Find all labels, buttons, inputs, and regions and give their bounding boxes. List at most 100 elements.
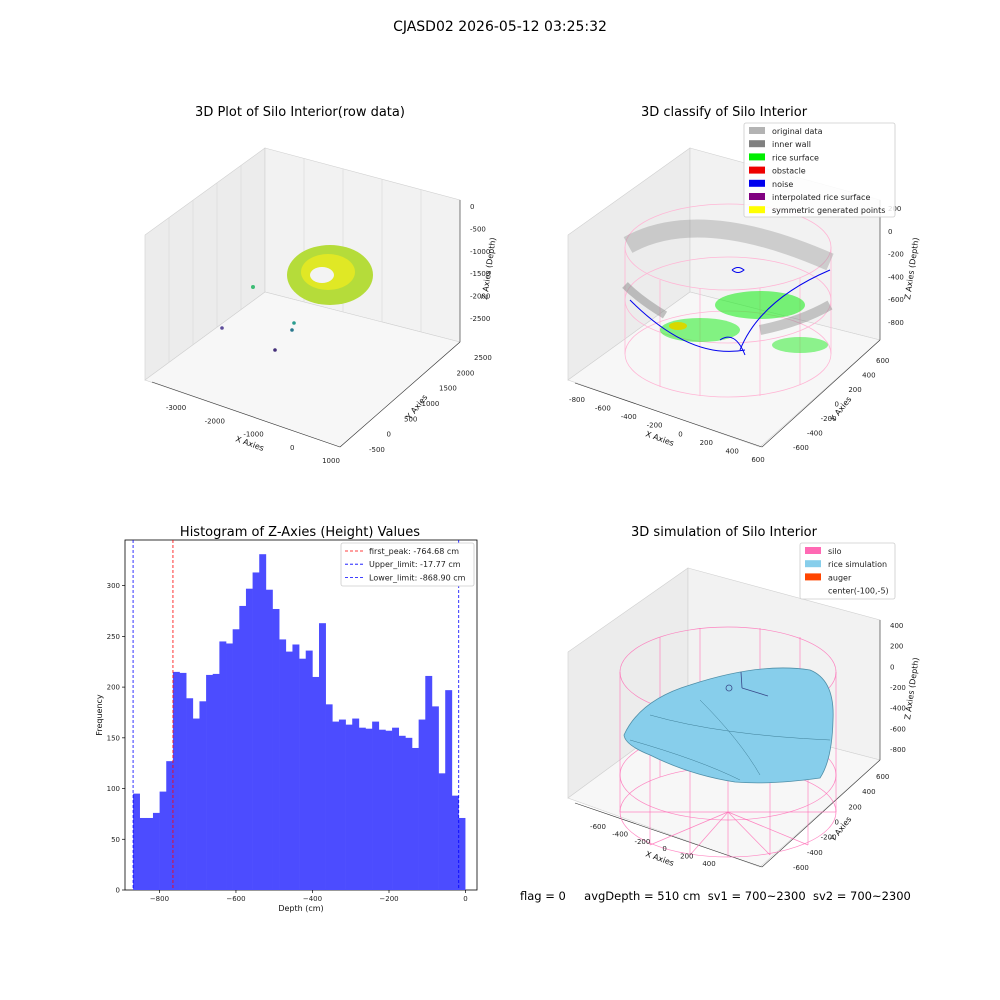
sv2-text: sv2 = 700~2300 — [812, 889, 911, 903]
simulation-y-tick-label: 0 — [835, 819, 839, 827]
histogram-y-tick-label: 100 — [107, 785, 120, 793]
histogram-bar — [378, 729, 386, 890]
simulation-z-tick-label: 400 — [890, 622, 903, 630]
histogram-bar — [418, 719, 426, 890]
simulation-legend-swatch — [805, 560, 821, 568]
simulation-x-tick-label: -200 — [634, 838, 650, 846]
histogram-bar — [279, 639, 287, 890]
histogram-bar — [146, 817, 154, 890]
histogram-bar — [285, 651, 293, 890]
histogram-panel: Histogram of Z-Axies (Height) Values −80… — [95, 525, 478, 913]
histogram-ylabel: Frequency — [95, 694, 104, 736]
classify-y-tick-label: -200 — [821, 415, 837, 423]
classify-x-tick-label: -600 — [595, 405, 611, 413]
histogram-bar — [179, 672, 187, 890]
simulation-legend-label: auger — [828, 573, 852, 582]
classify-legend-swatch — [749, 166, 765, 174]
simulation-x-tick-label: -600 — [590, 823, 606, 831]
simulation-ylabel: Y Axies — [828, 815, 854, 844]
classify-legend-label: rice surface — [772, 153, 819, 162]
simulation-legend-label: silo — [828, 547, 842, 556]
raw-y-tick-label: 500 — [404, 415, 417, 423]
classify-legend-label: original data — [772, 127, 823, 136]
classify-legend-swatch — [749, 206, 765, 214]
simulation-z-tick-label: -600 — [890, 725, 906, 733]
simulation-title: 3D simulation of Silo Interior — [631, 525, 818, 540]
histogram-title: Histogram of Z-Axies (Height) Values — [180, 525, 420, 540]
histogram-y-tick-label: 250 — [107, 633, 120, 641]
histogram-bar — [305, 650, 313, 890]
histogram-bar — [412, 747, 419, 890]
histogram-xticks: −800 −600 −400 −200 0 — [150, 890, 468, 903]
simulation-panel: 3D simulation of Silo Interior — [567, 525, 921, 872]
figure-title: CJASD02 2026-05-12 03:25:32 — [393, 19, 607, 35]
classify-legend-label: interpolated rice surface — [772, 193, 870, 202]
classify-z-tick-label: -400 — [888, 273, 904, 281]
classify-legend: original data inner wall rice surface obsta… — [743, 122, 896, 218]
classify-x-tick-label: -200 — [647, 422, 663, 430]
classify-inner-wall — [622, 219, 834, 335]
classify-legend-label: noise — [772, 180, 793, 189]
classify-panel: 3D classify of Silo Interior — [567, 105, 921, 464]
raw-x-tick-label: 1000 — [322, 457, 340, 465]
histogram-bar — [232, 629, 240, 890]
histogram-bar — [133, 793, 140, 890]
raw-point — [292, 321, 296, 325]
histogram-bar — [332, 721, 340, 890]
simulation-legend: silo rice simulation auger center(-100,-5) — [799, 542, 896, 600]
classify-z-tick-label: 0 — [888, 228, 892, 236]
histogram-bar — [319, 623, 326, 890]
histogram-bar — [186, 698, 194, 890]
raw-y-tick-label: 2000 — [457, 369, 475, 377]
raw-panel: 3D Plot of Silo Interior(row data) -3000… — [144, 105, 498, 465]
simulation-x-tick-label: 200 — [680, 853, 693, 861]
classify-x-tick-label: -800 — [569, 396, 585, 404]
raw-y-tick-label: 0 — [387, 431, 391, 439]
histogram-x-tick-label: −400 — [303, 895, 322, 903]
classify-ylabel: Y Axies — [828, 395, 854, 424]
histogram-bar — [159, 791, 167, 890]
classify-x-tick-label: 200 — [700, 439, 713, 447]
simulation-z-tick-label: -400 — [890, 705, 906, 713]
histogram-legend-label: first_peak: -764.68 cm — [369, 547, 459, 556]
classify-x-tick-label: 400 — [725, 447, 738, 455]
histogram-x-tick-label: −200 — [379, 895, 398, 903]
classify-legend-swatch — [749, 153, 765, 161]
classify-legend-label: inner wall — [772, 140, 811, 149]
histogram-bar — [385, 730, 393, 890]
histogram-bar — [345, 724, 353, 890]
classify-legend-label: obstacle — [772, 167, 806, 176]
raw-point — [220, 326, 224, 330]
simulation-auger — [725, 671, 769, 697]
simulation-y-tick-label: 200 — [848, 803, 861, 811]
simulation-y-tick-label: 600 — [876, 773, 889, 781]
histogram-legend-label: Upper_limit: -17.77 cm — [369, 560, 461, 569]
simulation-legend-swatch — [805, 547, 821, 554]
classify-xlabel: X Axies — [644, 429, 675, 448]
raw-points — [220, 245, 373, 352]
raw-zlabel: Z Axies (Depth) — [480, 237, 498, 300]
histogram-legend: first_peak: -764.68 cm Upper_limit: -17.7… — [340, 542, 475, 587]
histogram-bar — [425, 675, 433, 890]
simulation-z-tick-label: 200 — [890, 643, 903, 651]
histogram-bar — [392, 727, 400, 890]
raw-z-tick-label: -2000 — [470, 293, 490, 301]
classify-z-tick-label: -200 — [888, 251, 904, 259]
histogram-y-tick-label: 200 — [107, 684, 120, 692]
histogram-bar — [458, 817, 466, 890]
histogram-bar — [365, 728, 373, 890]
histogram-bar — [219, 641, 227, 890]
histogram-bar — [299, 658, 307, 890]
histogram-bar — [226, 643, 233, 890]
histogram-bar — [252, 572, 260, 890]
classify-y-tick-label: -600 — [793, 444, 809, 452]
raw-x-tick-label: -2000 — [205, 417, 225, 425]
simulation-y-tick-label: -600 — [793, 864, 809, 872]
classify-z-tick-label: -800 — [888, 319, 904, 327]
raw-point — [251, 285, 255, 289]
raw-z-tick-label: -500 — [470, 225, 486, 233]
classify-y-tick-label: 200 — [848, 386, 861, 394]
histogram-bar — [292, 644, 300, 890]
histogram-vlines — [132, 540, 460, 890]
histogram-bar — [212, 673, 220, 890]
